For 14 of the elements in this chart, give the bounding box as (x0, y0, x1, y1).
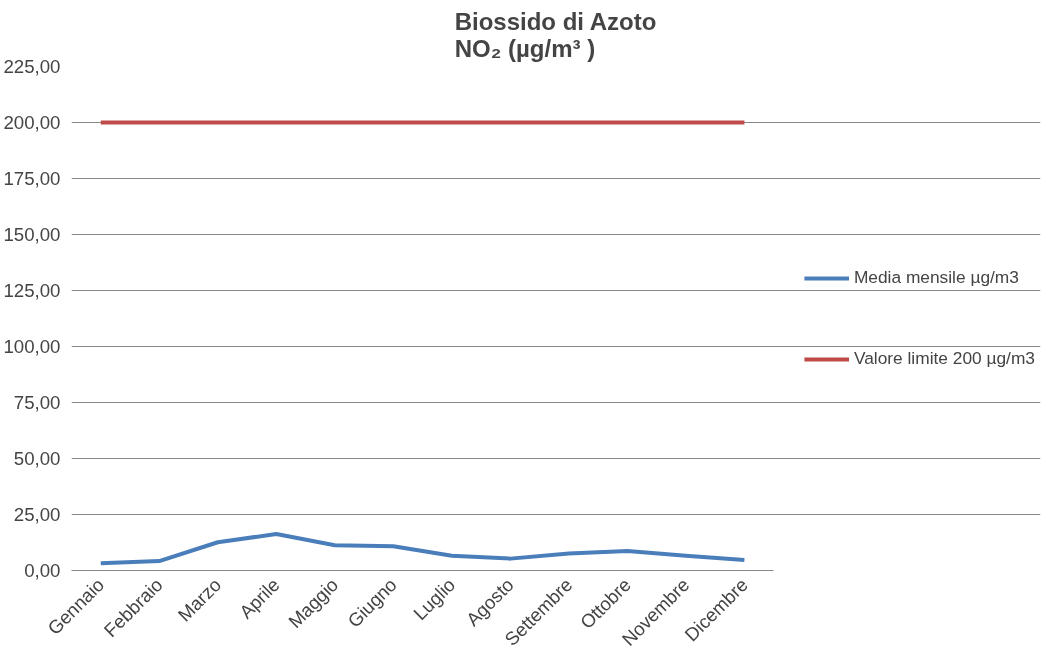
line-series (98, 531, 747, 566)
y-tick-label: 50,00 (13, 448, 61, 469)
y-tick-label: 100,00 (3, 336, 61, 357)
y-tick-label: 0,00 (24, 560, 61, 581)
y-tick-label: 75,00 (13, 392, 61, 413)
y-tick-label: 175,00 (3, 168, 61, 189)
y-tick-label: 125,00 (3, 280, 61, 301)
y-tick-label: 200,00 (3, 112, 61, 133)
chart-title: Biossido di Azoto NO₂ (µg/m³ ) (454, 7, 657, 62)
legend-label: Media mensile µg/m3 (853, 267, 1019, 288)
y-tick-label: 150,00 (3, 224, 61, 245)
legend-label: Valore limite 200 µg/m3 (853, 348, 1035, 369)
y-tick-label: 225,00 (3, 56, 61, 77)
y-tick-label: 25,00 (13, 504, 61, 525)
